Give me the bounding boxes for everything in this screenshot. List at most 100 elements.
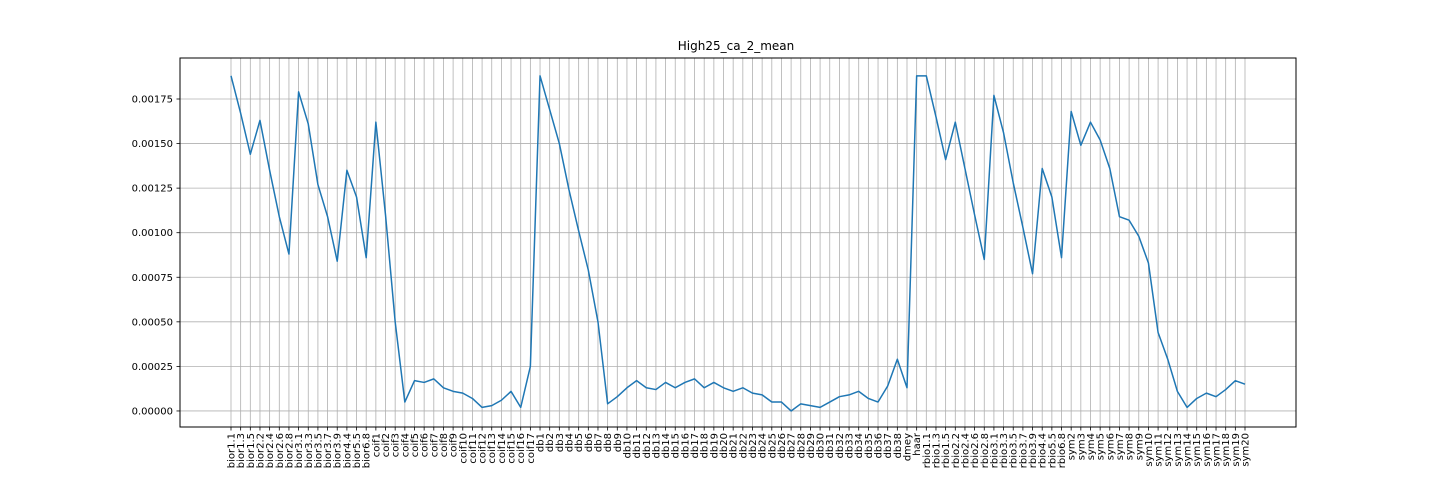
x-tick-label: rbio5.5 bbox=[1047, 433, 1058, 468]
x-tick-label: rbio6.8 bbox=[1057, 433, 1068, 468]
x-tick-label: db26 bbox=[777, 433, 788, 458]
x-tick-label: sym7 bbox=[1115, 433, 1126, 460]
x-tick-label: coif4 bbox=[400, 433, 411, 457]
x-tick-label: bior2.4 bbox=[265, 433, 276, 468]
x-tick-label: db3 bbox=[555, 433, 566, 452]
x-tick-label: db30 bbox=[816, 433, 827, 458]
x-tick-label: sym18 bbox=[1221, 433, 1232, 467]
x-tick-label: sym9 bbox=[1134, 433, 1145, 460]
x-tick-label: bior2.8 bbox=[284, 433, 295, 468]
x-tick-label: db19 bbox=[709, 433, 720, 458]
x-tick-label: coif6 bbox=[420, 433, 431, 457]
x-tick-label: db5 bbox=[574, 433, 585, 452]
x-tick-label: coif17 bbox=[526, 433, 537, 464]
x-tick-label: bior3.7 bbox=[323, 433, 334, 468]
chart-title: High25_ca_2_mean bbox=[678, 39, 794, 53]
x-tick-label: rbio2.4 bbox=[960, 433, 971, 468]
x-tick-label: sym4 bbox=[1086, 433, 1097, 460]
x-tick-label: sym10 bbox=[1144, 433, 1155, 467]
x-tick-label: db32 bbox=[835, 433, 846, 458]
x-tick-label: sym5 bbox=[1096, 433, 1107, 460]
x-tick-label: db1 bbox=[536, 433, 547, 452]
x-tick-label: coif16 bbox=[516, 433, 527, 464]
x-tick-label: db6 bbox=[584, 433, 595, 452]
x-tick-label: db11 bbox=[632, 433, 643, 458]
x-tick-label: db9 bbox=[613, 433, 624, 452]
x-tick-label: rbio3.3 bbox=[999, 433, 1010, 468]
x-tick-label: sym20 bbox=[1241, 433, 1252, 467]
x-tick-label: bior4.4 bbox=[342, 433, 353, 468]
x-tick-label: rbio3.9 bbox=[1028, 433, 1039, 468]
x-tick-label: db24 bbox=[758, 433, 769, 458]
x-tick-label: rbio2.6 bbox=[970, 433, 981, 468]
x-tick-label: db20 bbox=[719, 433, 730, 458]
x-tick-label: db8 bbox=[603, 433, 614, 452]
x-tick-label: coif1 bbox=[371, 433, 382, 457]
x-tick-label: coif2 bbox=[381, 433, 392, 457]
y-tick-label: 0.00000 bbox=[132, 406, 173, 417]
x-tick-label: rbio3.1 bbox=[989, 433, 1000, 468]
x-tick-label: rbio3.7 bbox=[1018, 433, 1029, 468]
x-tick-label: db4 bbox=[565, 433, 576, 452]
x-tick-label: coif12 bbox=[478, 433, 489, 464]
x-tick-label: db22 bbox=[738, 433, 749, 458]
series-layer bbox=[230, 75, 1246, 412]
x-tick-label: coif5 bbox=[410, 433, 421, 457]
x-tick-label: db7 bbox=[593, 433, 604, 452]
x-tick-label: sym19 bbox=[1231, 433, 1242, 467]
x-tick-label: bior6.8 bbox=[362, 433, 373, 468]
x-tick-label: sym15 bbox=[1192, 433, 1203, 467]
x-tick-label: db13 bbox=[651, 433, 662, 458]
x-tick-label: coif7 bbox=[429, 433, 440, 457]
x-tick-label: rbio1.1 bbox=[922, 433, 933, 468]
x-tick-label: coif10 bbox=[458, 433, 469, 464]
x-tick-label: sym8 bbox=[1125, 433, 1136, 460]
x-tick-label: coif3 bbox=[391, 433, 402, 457]
x-tick-label: sym12 bbox=[1163, 433, 1174, 467]
x-tick-label: rbio2.2 bbox=[951, 433, 962, 468]
x-tick-label: db37 bbox=[883, 433, 894, 458]
x-tick-label: sym17 bbox=[1212, 433, 1223, 467]
x-tick-label: sym3 bbox=[1076, 433, 1087, 460]
x-tick-label: db36 bbox=[874, 433, 885, 458]
x-tick-label: db18 bbox=[700, 433, 711, 458]
x-tick-label: db14 bbox=[661, 433, 672, 458]
axes: bior1.1bior1.3bior1.5bior2.2bior2.4bior2… bbox=[132, 95, 1252, 469]
x-tick-label: bior3.1 bbox=[294, 433, 305, 468]
x-tick-label: rbio3.5 bbox=[1009, 433, 1020, 468]
x-tick-label: db16 bbox=[680, 433, 691, 458]
x-tick-label: db34 bbox=[854, 433, 865, 458]
y-tick-label: 0.00125 bbox=[132, 184, 173, 195]
x-tick-label: db17 bbox=[690, 433, 701, 458]
x-tick-label: bior1.3 bbox=[236, 433, 247, 468]
x-tick-label: db35 bbox=[864, 433, 875, 458]
x-tick-label: db2 bbox=[545, 433, 556, 452]
x-tick-label: rbio4.4 bbox=[1038, 433, 1049, 468]
x-tick-label: haar bbox=[912, 432, 923, 456]
x-tick-label: bior1.5 bbox=[246, 433, 257, 468]
x-tick-label: bior5.5 bbox=[352, 433, 363, 468]
x-tick-label: coif9 bbox=[449, 433, 460, 457]
x-tick-label: db21 bbox=[729, 433, 740, 458]
x-tick-label: db23 bbox=[748, 433, 759, 458]
x-tick-label: coif14 bbox=[497, 433, 508, 464]
x-tick-label: coif8 bbox=[439, 433, 450, 457]
x-tick-label: rbio1.3 bbox=[931, 433, 942, 468]
x-tick-label: db15 bbox=[671, 433, 682, 458]
x-tick-label: bior3.5 bbox=[313, 433, 324, 468]
y-tick-label: 0.00075 bbox=[132, 273, 173, 284]
x-tick-label: coif15 bbox=[507, 433, 518, 464]
x-tick-label: dmey bbox=[903, 433, 914, 461]
y-tick-label: 0.00050 bbox=[132, 317, 173, 328]
grid-lines bbox=[180, 58, 1296, 427]
x-tick-label: db12 bbox=[642, 433, 653, 458]
x-tick-label: sym13 bbox=[1173, 433, 1184, 467]
y-tick-label: 0.00150 bbox=[132, 139, 173, 150]
y-tick-label: 0.00100 bbox=[132, 228, 173, 239]
x-tick-label: bior1.1 bbox=[227, 433, 238, 468]
x-tick-label: rbio1.5 bbox=[941, 433, 952, 468]
x-tick-label: db27 bbox=[787, 433, 798, 458]
x-tick-label: db33 bbox=[845, 433, 856, 458]
x-tick-label: sym6 bbox=[1105, 433, 1116, 460]
